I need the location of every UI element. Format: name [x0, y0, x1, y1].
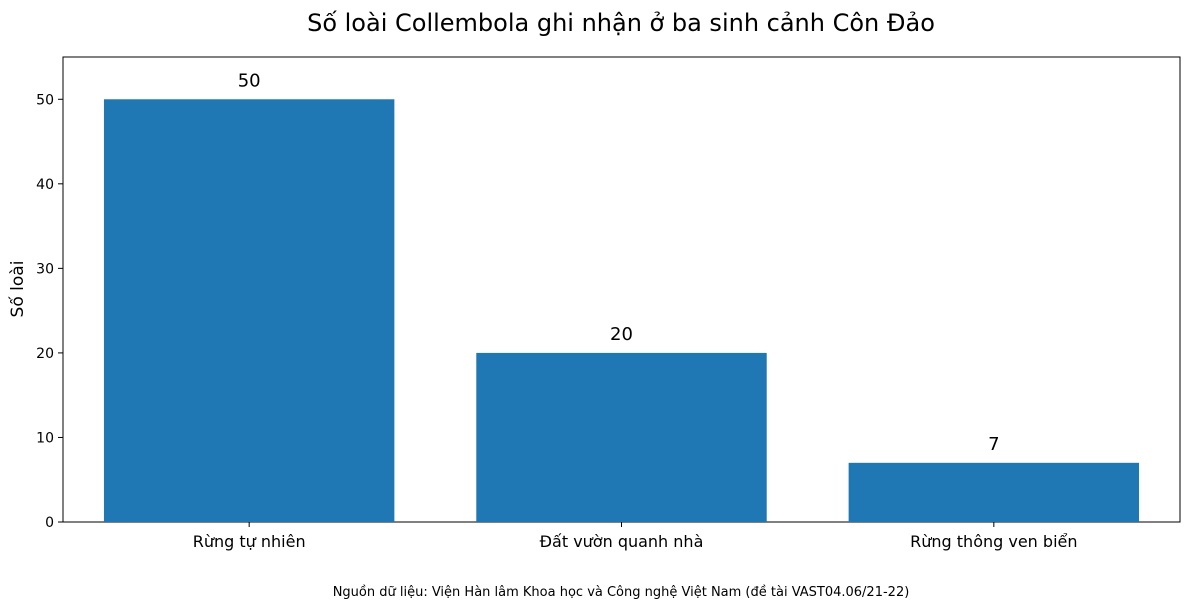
x-tick-label: Rừng tự nhiên [193, 532, 306, 551]
y-tick-label: 10 [36, 430, 54, 446]
y-tick-label: 50 [36, 92, 54, 108]
bar-value-label: 50 [238, 70, 261, 91]
bar-value-label: 7 [988, 434, 999, 455]
y-tick-label: 0 [45, 515, 54, 531]
bar [476, 352, 767, 522]
x-axis: Rừng tự nhiên Đất vườn quanh nhà Rừng thôn… [193, 522, 1078, 551]
bar-value-label: 20 [610, 324, 633, 345]
y-axis: 0 10 20 30 40 50 [36, 92, 63, 531]
source-note: Nguồn dữ liệu: Viện Hàn lâm Khoa học và … [333, 585, 910, 600]
bar [848, 462, 1140, 522]
x-tick-label: Rừng thông ven biển [910, 532, 1077, 551]
bars-group: 50 20 7 [103, 70, 1140, 522]
y-tick-label: 20 [36, 346, 54, 362]
x-tick-label: Đất vườn quanh nhà [540, 532, 704, 551]
y-tick-label: 30 [36, 261, 54, 277]
y-axis-label: Số loài [7, 261, 28, 318]
bar [103, 99, 395, 522]
y-tick-label: 40 [36, 177, 54, 193]
chart-title: Số loài Collembola ghi nhận ở ba sinh cả… [307, 9, 935, 37]
